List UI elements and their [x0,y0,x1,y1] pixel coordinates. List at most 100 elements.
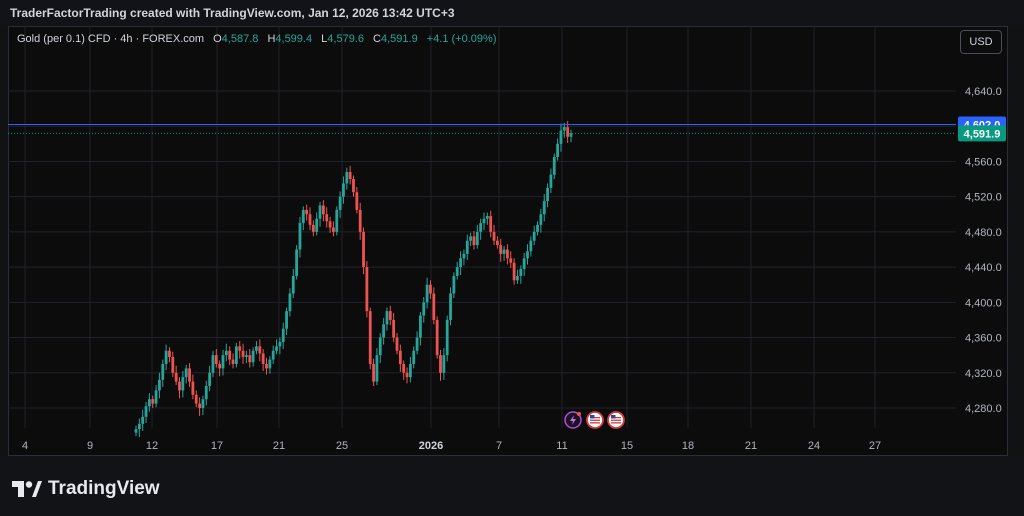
candle-body [526,251,529,259]
candle-body [402,363,406,373]
candle-body [234,346,238,364]
candle-body [164,350,168,364]
candle-body [516,275,519,281]
candle-body [429,284,432,294]
candle-body [288,293,292,312]
candle-body [255,346,258,351]
candle-body [141,416,145,424]
candle-body [522,258,526,269]
y-tick-label: 4,480.0 [965,227,1002,239]
candle-body [335,209,339,232]
x-tick-label: 27 [869,440,881,452]
candle-body [368,311,372,364]
candle-body [365,267,369,312]
candle-body [385,311,389,325]
candle-body [546,187,549,202]
candle-body [178,381,181,391]
candle-body [492,231,496,241]
candle-body [398,350,402,364]
y-tick-label: 4,360.0 [965,333,1002,345]
candle-body [144,406,148,417]
tradingview-logo[interactable]: TradingView [12,478,160,500]
candle-body [382,324,386,338]
candle-body [502,249,506,254]
candle-body [405,372,409,378]
candle-body [539,214,543,225]
candle-body [355,192,359,210]
created-with-text: TraderFactorTrading created with Trading… [10,6,455,20]
candle-body [224,350,228,356]
candle-body [472,236,476,246]
candle-body [134,429,138,433]
candle-body [445,319,449,356]
candle-body [221,355,225,369]
high-label: H [267,33,276,45]
candle-body [201,399,205,408]
candle-body [137,423,141,430]
x-tick-label: 21 [745,440,757,452]
candle-body [318,205,322,219]
change-value: +4.1 (+0.09%) [426,33,497,45]
candle-body [449,293,452,320]
candle-body [348,172,352,180]
x-tick-label: 11 [556,440,567,452]
candle-body [174,372,178,382]
price-chart[interactable]: 4,280.0 4,320.0 4,360.0 4,400.0 4,440.0 4,480… [8,26,1008,456]
y-tick-label: 4,560.0 [965,156,1002,168]
candle-body [184,368,188,378]
y-tick-label: 4,520.0 [965,192,1002,204]
candle-body [315,218,319,232]
candle-body [495,240,499,246]
candle-body [345,172,349,184]
candle-body [208,372,212,386]
candle-body [459,258,462,268]
x-tick-label: 18 [682,440,694,452]
candle-body [204,385,208,400]
candle-body [218,363,222,369]
candle-body [265,363,268,369]
candle-body [375,355,379,382]
candle-body [338,196,342,210]
lightning-icon[interactable] [564,411,582,429]
candle-body [151,399,155,404]
candle-body [425,284,429,303]
candle-body [171,356,175,373]
candle-body [305,209,309,215]
candle-body [462,253,466,259]
x-tick-label: 7 [496,440,502,452]
x-tick-label: 12 [146,440,158,452]
close-label: C [373,33,381,45]
candle-body [569,133,573,137]
x-tick-label: 24 [808,440,820,452]
low-value: 4,579.6 [327,33,364,45]
candle-body [248,355,252,363]
currency-button[interactable]: USD [960,30,1002,54]
candle-body [161,363,165,380]
us-flag-icon[interactable] [586,411,604,429]
candle-body [509,258,513,263]
candle-body [198,403,201,408]
chart-panel[interactable] [8,26,1008,456]
candle-body [392,319,396,338]
candle-body [475,231,479,246]
candle-body [214,355,218,364]
candle-body [231,359,235,364]
candle-body [291,275,295,294]
price-tag-label: 4,591.9 [964,128,1001,140]
candle-body [562,127,566,131]
y-tick-label: 4,440.0 [965,262,1002,274]
candle-body [285,311,288,329]
candle-body [499,245,503,254]
candle-body [181,377,185,391]
us-flag-icon[interactable] [607,411,625,429]
candle-body [325,214,329,222]
candle-body [251,350,255,363]
candle-body [435,319,439,356]
candle-body [158,379,161,391]
candle-body [194,394,198,404]
candle-body [512,262,516,281]
candle-body [188,368,191,382]
candle-body [432,293,436,320]
y-tick-label: 4,640.0 [965,86,1002,98]
candle-body [332,227,335,232]
